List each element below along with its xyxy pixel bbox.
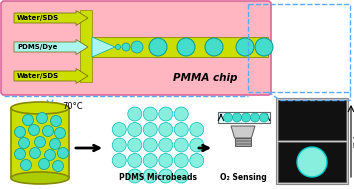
Circle shape xyxy=(259,113,268,122)
Circle shape xyxy=(159,138,173,152)
Circle shape xyxy=(57,147,69,159)
Circle shape xyxy=(190,153,204,167)
Circle shape xyxy=(233,113,241,122)
Bar xyxy=(11,108,69,178)
Text: 70°C: 70°C xyxy=(62,102,82,111)
Circle shape xyxy=(36,112,47,123)
Ellipse shape xyxy=(11,172,69,184)
FancyArrow shape xyxy=(14,11,88,26)
FancyBboxPatch shape xyxy=(1,1,271,95)
Circle shape xyxy=(255,38,273,56)
Circle shape xyxy=(159,169,173,183)
Circle shape xyxy=(115,44,120,50)
Circle shape xyxy=(205,38,223,56)
FancyArrow shape xyxy=(14,68,88,84)
Circle shape xyxy=(128,122,142,136)
Circle shape xyxy=(55,128,65,139)
Circle shape xyxy=(174,122,188,136)
Circle shape xyxy=(50,139,61,149)
Circle shape xyxy=(39,159,50,170)
Circle shape xyxy=(190,122,204,136)
FancyArrow shape xyxy=(14,40,88,54)
Circle shape xyxy=(128,107,142,121)
Circle shape xyxy=(143,169,157,183)
Circle shape xyxy=(297,147,327,177)
Circle shape xyxy=(159,122,173,136)
Bar xyxy=(278,100,346,140)
Circle shape xyxy=(128,153,142,167)
Circle shape xyxy=(112,153,126,167)
Circle shape xyxy=(112,138,126,152)
Circle shape xyxy=(128,169,142,183)
Circle shape xyxy=(52,160,63,171)
Circle shape xyxy=(15,126,25,138)
Circle shape xyxy=(174,153,188,167)
Text: Water/SDS: Water/SDS xyxy=(17,15,59,21)
Bar xyxy=(278,142,346,182)
Bar xyxy=(218,112,270,123)
Circle shape xyxy=(149,38,167,56)
Circle shape xyxy=(174,169,188,183)
Bar xyxy=(276,98,348,184)
Circle shape xyxy=(251,113,259,122)
Text: Water/SDS: Water/SDS xyxy=(17,73,59,79)
Text: PDMS Microbeads: PDMS Microbeads xyxy=(119,173,197,182)
Circle shape xyxy=(18,138,29,149)
Ellipse shape xyxy=(11,102,69,114)
Circle shape xyxy=(159,107,173,121)
Circle shape xyxy=(42,125,53,136)
Circle shape xyxy=(112,122,126,136)
Circle shape xyxy=(29,125,40,136)
Circle shape xyxy=(21,160,32,170)
Circle shape xyxy=(15,149,25,160)
Text: PMMA chip: PMMA chip xyxy=(173,73,237,83)
Circle shape xyxy=(177,38,195,56)
Circle shape xyxy=(143,153,157,167)
Circle shape xyxy=(236,38,254,56)
Circle shape xyxy=(131,41,143,53)
Circle shape xyxy=(122,43,130,51)
Text: [O₂]: [O₂] xyxy=(353,135,354,147)
Bar xyxy=(80,10,92,82)
Circle shape xyxy=(174,107,188,121)
Circle shape xyxy=(29,147,40,159)
Circle shape xyxy=(34,136,46,147)
Polygon shape xyxy=(231,126,255,138)
Circle shape xyxy=(223,113,233,122)
Circle shape xyxy=(159,153,173,167)
Bar xyxy=(90,37,268,57)
Circle shape xyxy=(23,115,34,125)
Polygon shape xyxy=(92,37,115,57)
Text: O₂ Sensing: O₂ Sensing xyxy=(219,173,266,182)
Circle shape xyxy=(143,107,157,121)
Circle shape xyxy=(143,122,157,136)
Circle shape xyxy=(51,115,62,126)
Text: PDMS/Dye: PDMS/Dye xyxy=(17,44,57,50)
Circle shape xyxy=(45,149,56,160)
Bar xyxy=(235,138,251,146)
Circle shape xyxy=(190,138,204,152)
Circle shape xyxy=(241,113,251,122)
Circle shape xyxy=(174,138,188,152)
Circle shape xyxy=(128,138,142,152)
Circle shape xyxy=(143,138,157,152)
